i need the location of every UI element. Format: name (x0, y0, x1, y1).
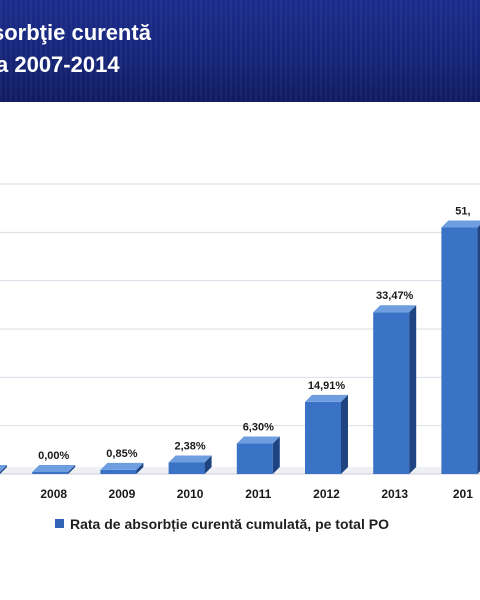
banner-texture (0, 0, 480, 102)
x-tick-2010: 2010 (177, 487, 204, 501)
bar-front (305, 401, 341, 474)
data-label-2008: 0,00% (38, 450, 69, 462)
bar-front (236, 443, 273, 474)
bar-2010 (168, 455, 212, 474)
bar-side (204, 455, 212, 474)
bar-side (272, 436, 280, 474)
bar-chart: %0,00%0,85%2,38%6,30%14,91%33,47%51, 200… (0, 183, 480, 501)
data-label-2010: 2,38% (174, 440, 205, 452)
bar-side (68, 465, 76, 474)
slide-title-line-2: a 2007-2014 (0, 52, 120, 77)
bar-2011 (236, 436, 280, 474)
bar-front (32, 472, 69, 474)
bar-side (477, 224, 480, 474)
legend: Rata de absorbție curentă cumulată, pe t… (55, 516, 389, 532)
bar-2014 (441, 220, 480, 474)
bar-side (341, 394, 348, 474)
title-banner: sorbţie curentă a 2007-2014 (0, 0, 480, 102)
bar-top (168, 455, 212, 463)
data-label-2014: 51, (455, 206, 470, 218)
bar-top (236, 436, 280, 444)
data-label-2009: 0,85% (106, 448, 137, 460)
legend-label: Rata de absorbție curentă cumulată, pe t… (70, 516, 389, 532)
bar-top (100, 462, 144, 470)
bar-2009 (100, 462, 144, 474)
x-tick-2009: 2009 (109, 487, 136, 501)
x-tick-2014: 201 (453, 487, 473, 501)
bar-top (373, 305, 417, 313)
bar-side (0, 465, 7, 474)
bars (0, 220, 480, 474)
x-tick-2012: 2012 (313, 487, 340, 501)
bar-side (136, 462, 144, 474)
data-label-2012: 14,91% (308, 380, 346, 392)
bar-2012 (305, 394, 348, 474)
bar-top (305, 394, 348, 402)
bar-front (441, 227, 478, 474)
gridlines (0, 183, 480, 475)
x-tick-2008: 2008 (40, 487, 67, 501)
x-tick-labels: 2008 2009 2010 2011 2012 2013 201 (40, 487, 473, 501)
bar-top (441, 220, 480, 228)
data-labels: %0,00%0,85%2,38%6,30%14,91%33,47%51, (38, 206, 470, 463)
data-label-2011: 6,30% (243, 422, 274, 434)
bar-top (32, 465, 76, 472)
bar-2013 (373, 305, 417, 474)
bar-2007 (0, 465, 7, 474)
bar-front (168, 462, 205, 474)
bar-side (409, 305, 417, 474)
data-label-2013: 33,47% (376, 290, 414, 302)
slide-title-line-1: sorbţie curentă (0, 20, 151, 45)
x-tick-2011: 2011 (245, 487, 271, 501)
bar-front (373, 312, 410, 474)
bar-top (0, 465, 7, 472)
legend-swatch (55, 519, 64, 528)
bar-front (100, 469, 137, 474)
bar-2008 (32, 465, 76, 474)
x-tick-2013: 2013 (381, 487, 408, 501)
